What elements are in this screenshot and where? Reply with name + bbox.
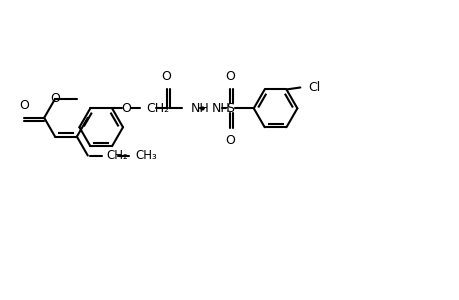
- Text: O: O: [50, 92, 60, 105]
- Text: O: O: [224, 134, 235, 147]
- Text: CH₂: CH₂: [146, 102, 168, 115]
- Text: NH: NH: [190, 102, 209, 115]
- Text: NH: NH: [212, 102, 230, 115]
- Text: Cl: Cl: [308, 81, 320, 94]
- Text: CH₃: CH₃: [135, 149, 157, 162]
- Text: O: O: [121, 102, 131, 115]
- Text: O: O: [19, 99, 29, 112]
- Text: O: O: [224, 70, 235, 83]
- Text: S: S: [225, 102, 234, 115]
- Text: O: O: [161, 70, 171, 83]
- Text: CH₂: CH₂: [106, 149, 128, 162]
